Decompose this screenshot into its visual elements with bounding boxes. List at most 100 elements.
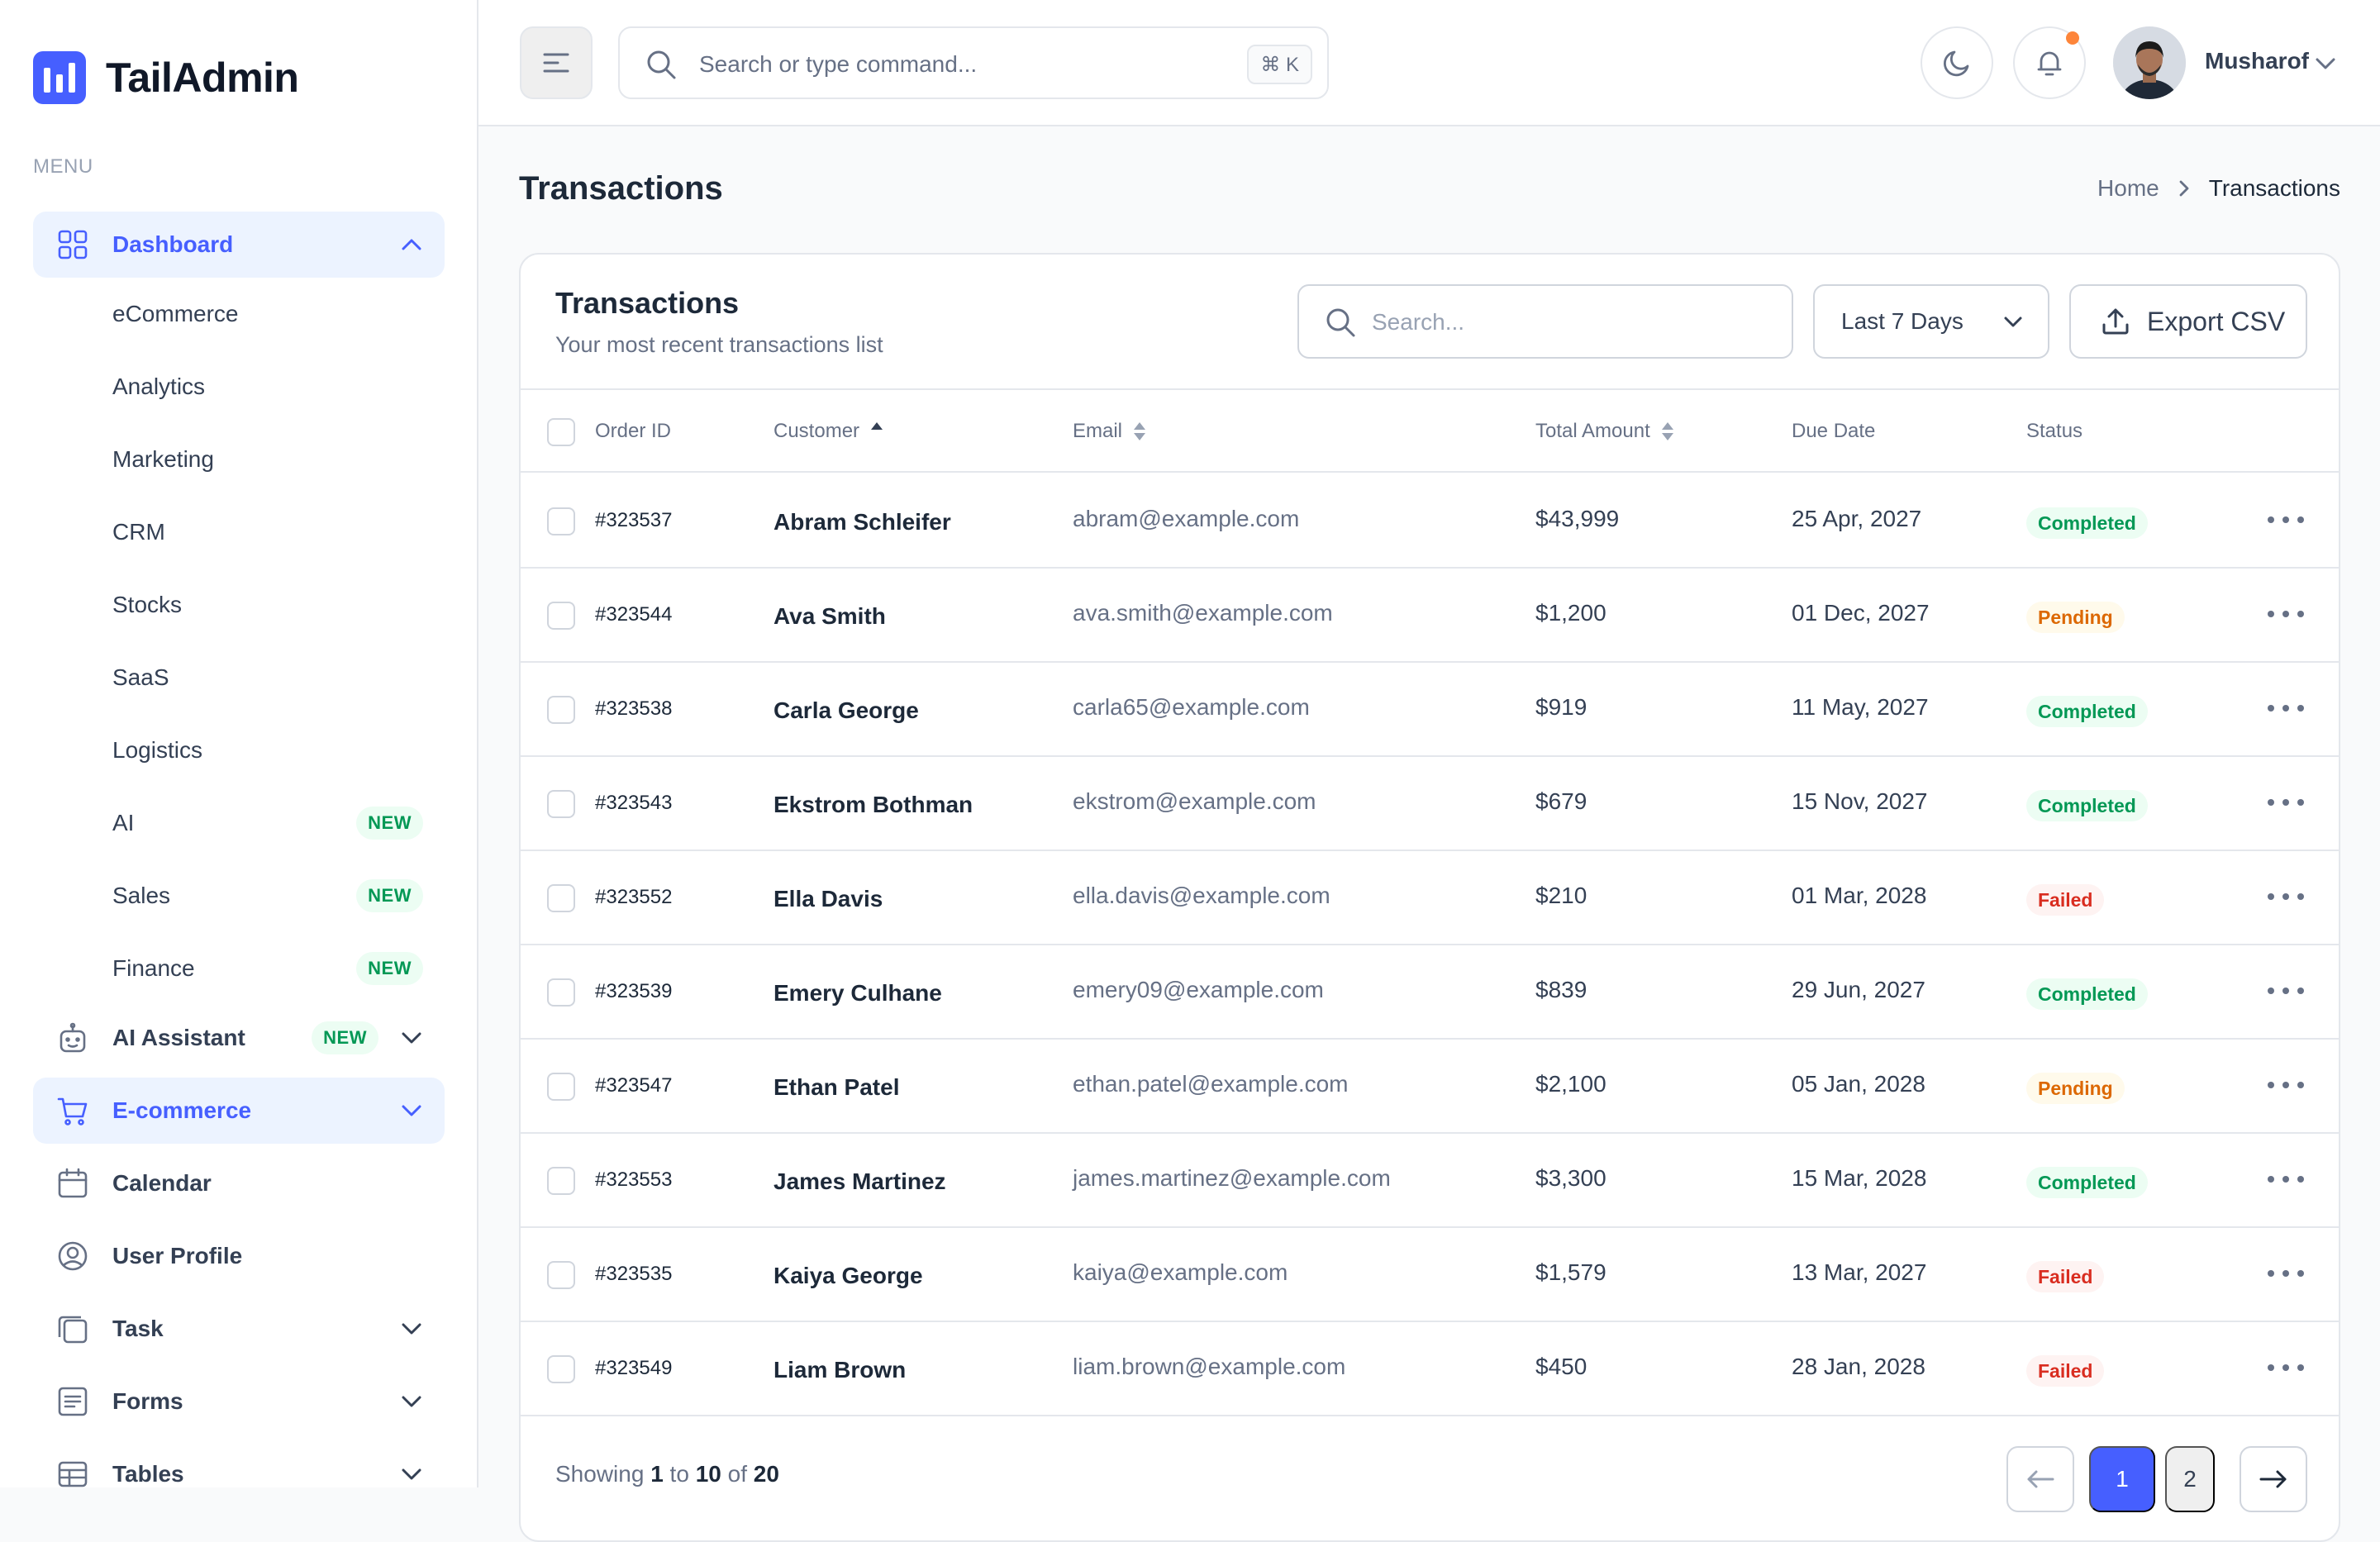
- sidebar-item-ecommerce[interactable]: E-commerce: [33, 1078, 445, 1144]
- column-header-total-amount[interactable]: Total Amount: [1535, 420, 1673, 443]
- row-actions-button[interactable]: [2268, 1167, 2304, 1192]
- chevron-down-icon: [402, 1032, 421, 1044]
- more-dot: [2268, 516, 2274, 523]
- row-checkbox[interactable]: [547, 507, 575, 535]
- avatar[interactable]: [2113, 26, 2186, 99]
- row-actions-button[interactable]: [2268, 978, 2304, 1003]
- row-actions-button[interactable]: [2268, 1261, 2304, 1286]
- table-row[interactable]: #323539 Emery Culhane emery09@example.com $…: [521, 945, 2339, 1040]
- sidebar-item-forms[interactable]: Forms: [33, 1368, 445, 1435]
- breadcrumb-current: Transactions: [2208, 175, 2340, 201]
- select-all-checkbox[interactable]: [547, 418, 575, 446]
- notifications-button[interactable]: [2013, 26, 2086, 99]
- more-dot: [2268, 1270, 2274, 1277]
- total-amount: $450: [1535, 1354, 1587, 1379]
- submenu-item-saas[interactable]: SaaS: [112, 641, 445, 714]
- status-badge: Completed: [2026, 696, 2148, 727]
- customer-email: abram@example.com: [1073, 506, 1300, 531]
- row-checkbox[interactable]: [547, 1355, 575, 1383]
- submenu-item-stocks[interactable]: Stocks: [112, 569, 445, 641]
- export-csv-button[interactable]: Export CSV: [2069, 284, 2307, 359]
- submenu-label: Marketing: [112, 446, 214, 472]
- sidebar-toggle-button[interactable]: [520, 26, 593, 99]
- total-amount: $43,999: [1535, 506, 1620, 531]
- due-date: 01 Mar, 2028: [1792, 883, 1927, 908]
- column-header-email[interactable]: Email: [1073, 420, 1146, 443]
- page-button-1[interactable]: 1: [2089, 1446, 2155, 1512]
- more-dot: [2268, 1364, 2274, 1371]
- sidebar-item-calendar[interactable]: Calendar: [33, 1150, 445, 1216]
- row-checkbox[interactable]: [547, 696, 575, 724]
- customer-name: Liam Brown: [774, 1357, 907, 1383]
- submenu-item-ecommerce[interactable]: eCommerce: [112, 278, 445, 350]
- more-dot: [2268, 893, 2274, 900]
- submenu-item-crm[interactable]: CRM: [112, 496, 445, 569]
- total-amount: $210: [1535, 883, 1587, 908]
- notification-dot: [2066, 31, 2079, 45]
- order-id: #323547: [595, 1074, 673, 1097]
- sort-icon: [1134, 422, 1146, 440]
- table-row[interactable]: #323535 Kaiya George kaiya@example.com $1,5…: [521, 1228, 2339, 1322]
- more-dot: [2297, 611, 2304, 617]
- theme-toggle-button[interactable]: [1921, 26, 1993, 99]
- row-checkbox[interactable]: [547, 884, 575, 912]
- row-actions-button[interactable]: [2268, 507, 2304, 532]
- sidebar-item-tables[interactable]: Tables: [33, 1441, 445, 1487]
- submenu-item-marketing[interactable]: Marketing: [112, 423, 445, 496]
- row-actions-button[interactable]: [2268, 1355, 2304, 1380]
- new-badge: NEW: [356, 879, 423, 912]
- row-actions-button[interactable]: [2268, 790, 2304, 815]
- row-checkbox[interactable]: [547, 1073, 575, 1101]
- table-row[interactable]: #323544 Ava Smith ava.smith@example.com $1,…: [521, 569, 2339, 663]
- submenu-item-sales[interactable]: Sales NEW: [112, 859, 445, 932]
- previous-page-button[interactable]: [2006, 1446, 2074, 1512]
- sidebar-item-user-profile[interactable]: User Profile: [33, 1223, 445, 1289]
- breadcrumb-home-link[interactable]: Home: [2097, 175, 2159, 201]
- table-row[interactable]: #323553 James Martinez james.martinez@exam…: [521, 1134, 2339, 1228]
- submenu-item-analytics[interactable]: Analytics: [112, 350, 445, 423]
- summary-to-word: to: [669, 1461, 689, 1487]
- row-actions-button[interactable]: [2268, 884, 2304, 909]
- sidebar-item-ai-assistant[interactable]: AI Assistant NEW: [33, 1005, 445, 1071]
- customer-name: James Martinez: [774, 1168, 946, 1194]
- status-badge: Failed: [2026, 884, 2105, 916]
- more-dot: [2297, 1176, 2304, 1183]
- table-row[interactable]: #323543 Ekstrom Bothman ekstrom@example.co…: [521, 757, 2339, 851]
- sidebar-item-task[interactable]: Task: [33, 1296, 445, 1362]
- submenu-label: eCommerce: [112, 301, 239, 326]
- summary-to: 10: [695, 1461, 721, 1487]
- page-button-2[interactable]: 2: [2165, 1446, 2215, 1512]
- arrow-left-icon: [2027, 1470, 2054, 1488]
- row-actions-button[interactable]: [2268, 1073, 2304, 1097]
- row-checkbox[interactable]: [547, 978, 575, 1007]
- row-actions-button[interactable]: [2268, 696, 2304, 721]
- row-checkbox[interactable]: [547, 790, 575, 818]
- due-date: 15 Nov, 2027: [1792, 788, 1928, 814]
- user-name[interactable]: Musharof: [2205, 48, 2309, 74]
- global-search-input[interactable]: [699, 45, 1195, 84]
- brand-logo[interactable]: TailAdmin: [33, 51, 299, 104]
- row-actions-button[interactable]: [2268, 602, 2304, 626]
- status-badge: Completed: [2026, 790, 2148, 821]
- column-label: Total Amount: [1535, 420, 1650, 442]
- column-header-customer[interactable]: Customer: [774, 420, 883, 443]
- summary-from: 1: [650, 1461, 664, 1487]
- chevron-down-icon[interactable]: [2315, 53, 2336, 73]
- row-checkbox[interactable]: [547, 602, 575, 630]
- due-date: 05 Jan, 2028: [1792, 1071, 1925, 1097]
- submenu-item-ai[interactable]: AI NEW: [112, 787, 445, 859]
- table-row[interactable]: #323537 Abram Schleifer abram@example.com $…: [521, 474, 2339, 569]
- table-row[interactable]: #323538 Carla George carla65@example.com $9…: [521, 663, 2339, 757]
- table-row[interactable]: #323549 Liam Brown liam.brown@example.com $…: [521, 1322, 2339, 1416]
- next-page-button[interactable]: [2240, 1446, 2307, 1512]
- row-checkbox[interactable]: [547, 1167, 575, 1195]
- table-row[interactable]: #323547 Ethan Patel ethan.patel@example.co…: [521, 1040, 2339, 1134]
- sidebar-item-dashboard[interactable]: Dashboard: [33, 212, 445, 278]
- table-search-input[interactable]: [1372, 302, 1768, 342]
- submenu-item-finance[interactable]: Finance NEW: [112, 932, 445, 1005]
- sidebar-item-label: Dashboard: [112, 231, 234, 257]
- row-checkbox[interactable]: [547, 1261, 575, 1289]
- date-range-select[interactable]: Last 7 Days: [1813, 284, 2049, 359]
- submenu-item-logistics[interactable]: Logistics: [112, 714, 445, 787]
- table-row[interactable]: #323552 Ella Davis ella.davis@example.com $…: [521, 851, 2339, 945]
